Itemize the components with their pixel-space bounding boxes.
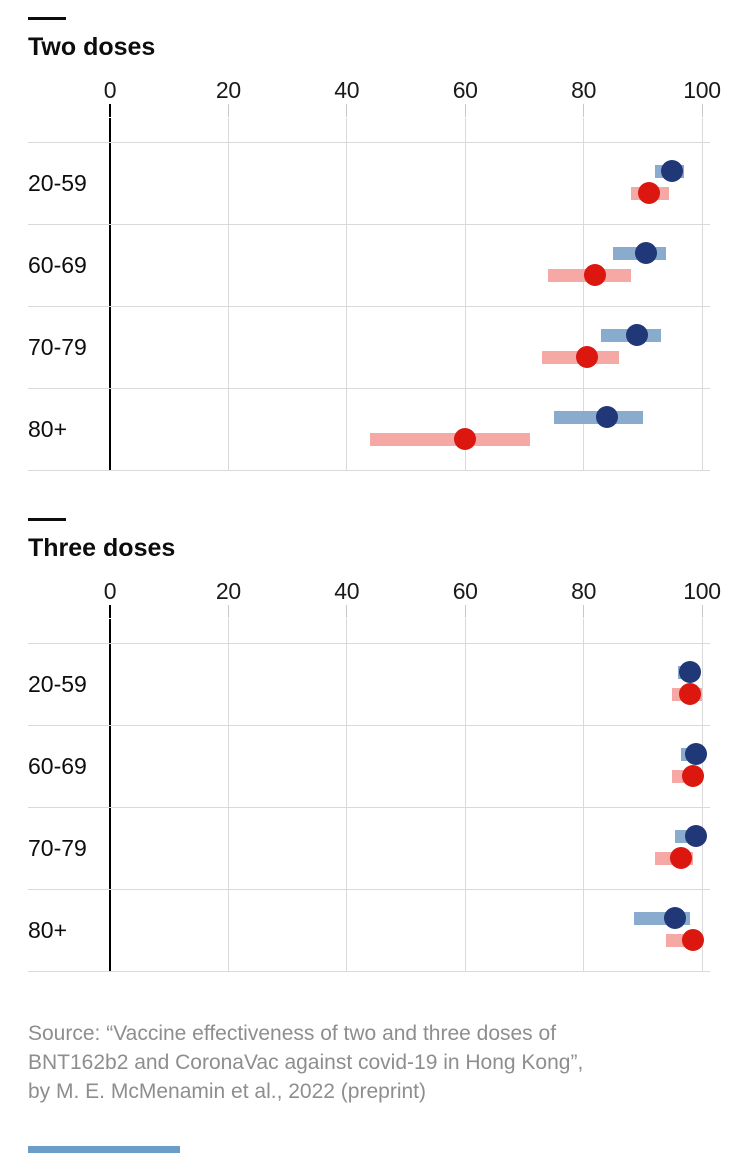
coronavac-dot xyxy=(682,929,705,951)
panel-title: Two doses xyxy=(28,33,156,61)
gridline-20 xyxy=(227,118,229,470)
x-tick-label: 0 xyxy=(103,578,117,604)
row-separator xyxy=(28,388,710,389)
panel-title-dash xyxy=(28,518,66,521)
x-tick-mark xyxy=(464,605,466,618)
x-tick-mark xyxy=(583,104,585,117)
plot-area: 20-59 60-69 70-79 80+ xyxy=(28,118,710,471)
x-axis: 0 20 40 60 80 100 xyxy=(28,578,721,619)
gridline-60 xyxy=(464,118,466,470)
x-tick-mark xyxy=(227,104,229,117)
row-label-20-59: 20-59 xyxy=(28,671,87,697)
row-separator xyxy=(28,971,710,972)
x-tick-label: 40 xyxy=(334,578,360,604)
source-note: Source: “Vaccine effectiveness of two an… xyxy=(28,1019,718,1106)
coronavac-ci-bar xyxy=(370,432,531,446)
row-label-80-: 80+ xyxy=(28,416,68,442)
x-tick-mark xyxy=(583,605,585,618)
bnt162b2-dot xyxy=(685,743,708,765)
x-tick-mark xyxy=(346,104,348,117)
row-separator xyxy=(28,306,710,307)
row-separator xyxy=(28,470,710,471)
x-tick-mark xyxy=(701,104,703,117)
row-separator xyxy=(28,643,710,644)
x-tick-label: 80 xyxy=(571,578,597,604)
source-line: Source: “Vaccine effectiveness of two an… xyxy=(28,1022,557,1045)
panel-title: Three doses xyxy=(28,534,176,562)
bnt162b2-dot xyxy=(664,907,687,929)
x-tick-label: 100 xyxy=(683,77,721,103)
x-tick-mark xyxy=(346,605,348,618)
zero-axis-line xyxy=(109,619,111,971)
bnt162b2-dot xyxy=(679,661,702,683)
row-label-80-: 80+ xyxy=(28,917,68,943)
row-label-20-59: 20-59 xyxy=(28,170,87,196)
coronavac-dot xyxy=(637,182,660,204)
x-tick-mark-zero xyxy=(109,605,111,618)
x-tick-label: 0 xyxy=(103,77,117,103)
gridline-40 xyxy=(346,619,348,971)
panel-title-dash xyxy=(28,17,66,20)
bnt162b2-dot xyxy=(625,324,648,346)
x-tick-label: 100 xyxy=(683,578,721,604)
x-tick-label: 80 xyxy=(571,77,597,103)
gridline-60 xyxy=(464,619,466,971)
coronavac-dot xyxy=(670,847,693,869)
bnt162b2-dot xyxy=(634,242,657,264)
bnt162b2-dot xyxy=(685,825,708,847)
row-separator xyxy=(28,224,710,225)
row-label-70-79: 70-79 xyxy=(28,835,87,861)
bottom-partial-bar xyxy=(28,1146,180,1153)
gridline-20 xyxy=(227,619,229,971)
panels-container: Two doses 0 20 40 60 80 100 20-59 60-69 70-79 80+ T… xyxy=(28,17,721,972)
gridline-80 xyxy=(583,619,585,971)
panel-two-doses: Two doses 0 20 40 60 80 100 20-59 60-69 70-79 80+ xyxy=(28,17,721,471)
x-axis: 0 20 40 60 80 100 xyxy=(28,77,721,118)
x-tick-mark xyxy=(701,605,703,618)
coronavac-dot xyxy=(575,346,598,368)
x-tick-label: 60 xyxy=(452,77,478,103)
row-label-70-79: 70-79 xyxy=(28,334,87,360)
row-separator xyxy=(28,889,710,890)
row-label-60-69: 60-69 xyxy=(28,753,87,779)
x-tick-label: 20 xyxy=(215,77,241,103)
gridline-40 xyxy=(346,118,348,470)
row-separator xyxy=(28,807,710,808)
coronavac-dot xyxy=(454,428,477,450)
x-tick-mark xyxy=(227,605,229,618)
x-tick-mark xyxy=(464,104,466,117)
row-label-60-69: 60-69 xyxy=(28,252,87,278)
bnt162b2-dot xyxy=(661,160,684,182)
source-line: by M. E. McMenamin et al., 2022 (preprin… xyxy=(28,1080,426,1103)
coronavac-dot xyxy=(584,264,607,286)
row-separator xyxy=(28,142,710,143)
zero-axis-line xyxy=(109,118,111,470)
bnt162b2-dot xyxy=(596,406,619,428)
gridline-100 xyxy=(701,118,703,470)
coronavac-dot xyxy=(679,683,702,705)
row-separator xyxy=(28,725,710,726)
plot-area: 20-59 60-69 70-79 80+ xyxy=(28,619,710,972)
source-line: BNT162b2 and CoronaVac against covid-19 … xyxy=(28,1051,584,1074)
x-tick-label: 60 xyxy=(452,578,478,604)
x-tick-label: 20 xyxy=(215,578,241,604)
panel-three-doses: Three doses 0 20 40 60 80 100 20-59 60-69 70-79 80… xyxy=(28,518,721,972)
chart-figure: Two doses 0 20 40 60 80 100 20-59 60-69 70-79 80+ T… xyxy=(28,17,721,1106)
gridline-100 xyxy=(701,619,703,971)
x-tick-mark-zero xyxy=(109,104,111,117)
coronavac-dot xyxy=(682,765,705,787)
x-tick-label: 40 xyxy=(334,77,360,103)
gridline-80 xyxy=(583,118,585,470)
